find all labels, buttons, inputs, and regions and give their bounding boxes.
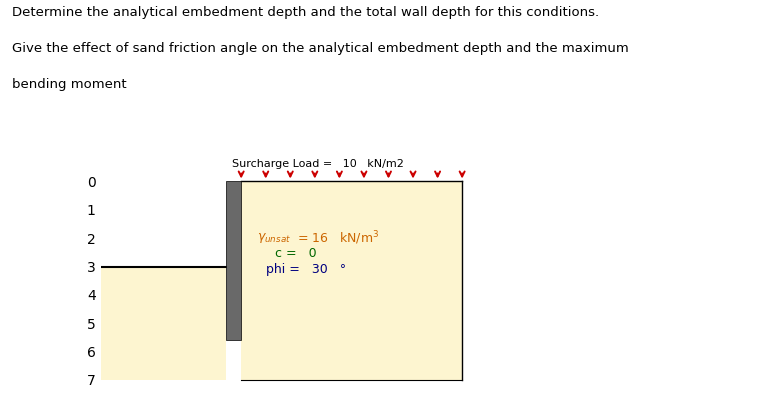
Text: $\gamma_{unsat}$: $\gamma_{unsat}$ [257,231,291,245]
Text: Surcharge Load =   10   kN/m2: Surcharge Load = 10 kN/m2 [232,159,404,169]
Text: = 16   kN/m$^3$: = 16 kN/m$^3$ [297,229,380,247]
Bar [241,181,462,380]
Bar [101,267,226,380]
Text: bending moment: bending moment [12,78,126,91]
Text: Determine the analytical embedment depth and the total wall depth for this condi: Determine the analytical embedment depth… [12,6,599,19]
Text: c =   0: c = 0 [275,247,317,260]
Bar [226,181,241,340]
Text: phi =   30   °: phi = 30 ° [266,263,346,276]
Text: Give the effect of sand friction angle on the analytical embedment depth and the: Give the effect of sand friction angle o… [12,42,629,55]
